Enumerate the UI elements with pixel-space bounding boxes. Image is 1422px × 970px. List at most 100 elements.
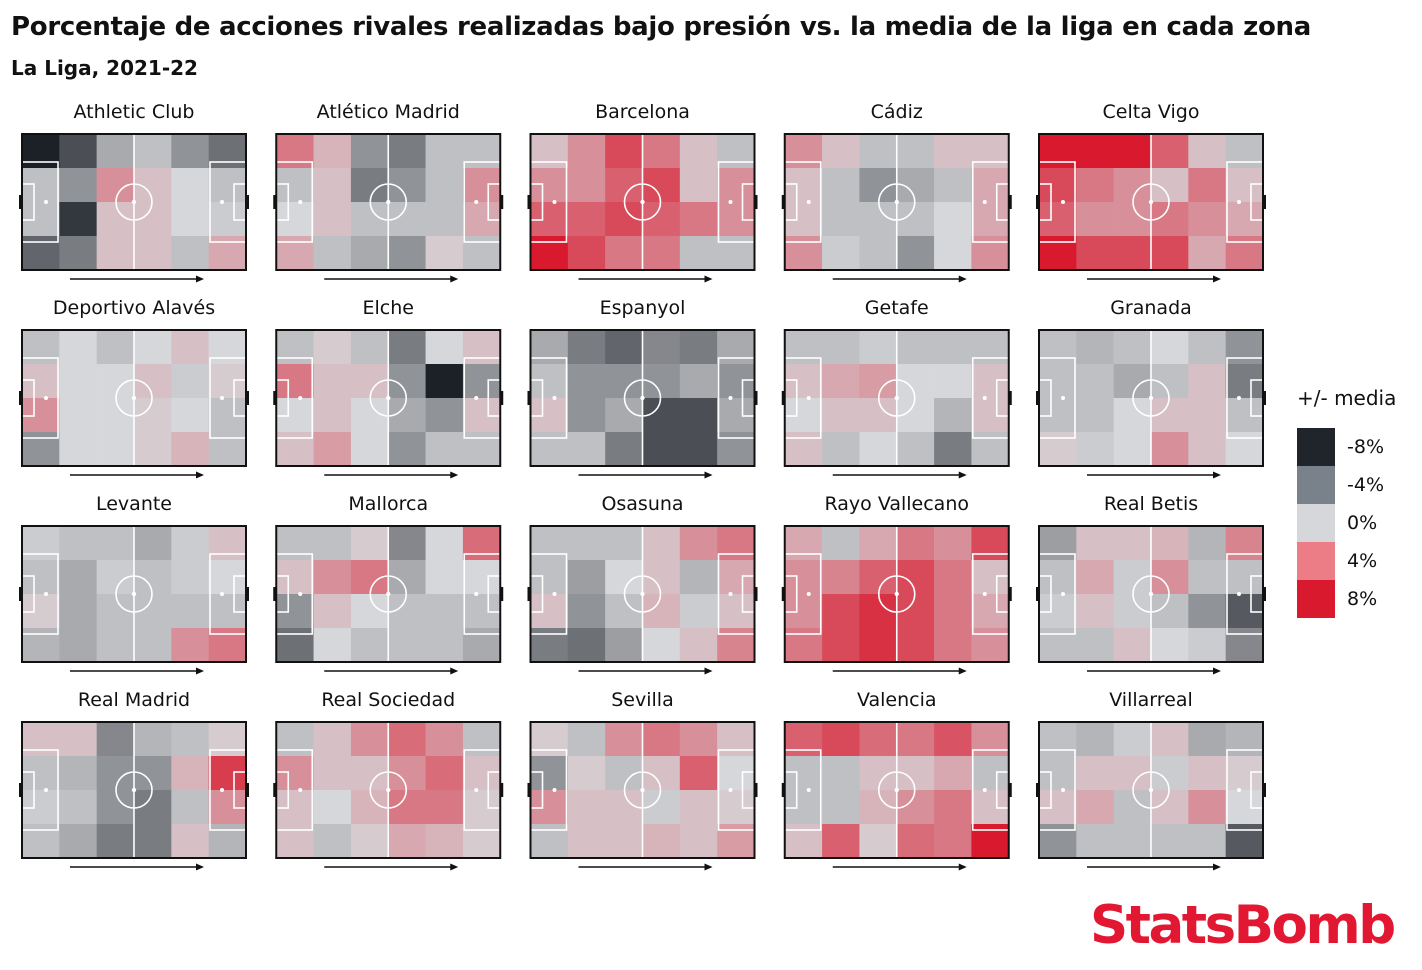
zone-cell (1113, 134, 1152, 169)
goal-left (273, 587, 277, 601)
zone-cell (462, 236, 501, 271)
penalty-spot-right (982, 592, 987, 596)
attack-direction-arrowhead (704, 863, 713, 871)
zone-cell (313, 526, 352, 561)
zone-cell (462, 134, 501, 169)
zone-cell (59, 756, 97, 791)
zone-cell (1151, 526, 1189, 561)
zone-cell (59, 526, 97, 561)
zone-cell (1076, 594, 1114, 629)
goal-right (246, 195, 249, 209)
zone-cell (388, 432, 426, 467)
zone-cell (171, 168, 209, 203)
center-circle (369, 771, 408, 809)
zone-cell (208, 330, 247, 365)
zone-cell (679, 526, 718, 561)
goal-right (1008, 391, 1012, 405)
center-circle (115, 183, 153, 221)
zone-cell (276, 594, 314, 629)
zone-cell (1225, 628, 1264, 663)
zone-cell (350, 526, 389, 561)
penalty-spot-left (298, 788, 303, 792)
zone-cell (96, 722, 135, 757)
zone-cell (1076, 364, 1114, 399)
zone-cell (934, 236, 972, 271)
zone-cell (59, 398, 97, 433)
zone-cell (1113, 236, 1152, 271)
goal-left (19, 587, 22, 601)
goal-left (527, 783, 531, 797)
zone-cell (313, 330, 352, 365)
zone-cell (1039, 790, 1077, 825)
legend-swatch (1297, 428, 1335, 466)
zone-cell (425, 790, 464, 825)
center-circle (623, 183, 662, 221)
zone-cell (313, 628, 352, 663)
zone-cell (934, 398, 972, 433)
zone-cell (350, 330, 389, 365)
zone-cell (134, 628, 172, 663)
penalty-spot-right (474, 788, 479, 792)
zone-cell (313, 790, 352, 825)
zone-cell (896, 628, 935, 663)
zone-cell (208, 628, 247, 663)
zone-cell (642, 526, 681, 561)
zone-cell (208, 526, 247, 561)
legend-item: 4% (1297, 542, 1396, 580)
zone-cell (462, 824, 501, 859)
legend-item: -4% (1297, 466, 1396, 504)
team-panel: Celta Vigo (1036, 101, 1266, 283)
team-name: Sevilla (611, 689, 673, 711)
center-circle (1132, 575, 1170, 613)
penalty-spot-left (44, 200, 48, 204)
zone-cell (1188, 756, 1226, 791)
zone-cell (388, 722, 426, 757)
zone-cell (717, 594, 755, 629)
zone-cell (679, 236, 718, 271)
zone-cell (717, 134, 755, 169)
zone-cell (1039, 756, 1077, 791)
zone-cell (530, 560, 569, 595)
zone-cell (717, 824, 755, 859)
zone-cell (350, 432, 389, 467)
zone-cell (1225, 790, 1264, 825)
zone-cell (605, 236, 643, 271)
zone-cell (59, 432, 97, 467)
zone-cell (822, 790, 860, 825)
center-circle (623, 771, 662, 809)
zone-cell (171, 134, 209, 169)
zone-cell (642, 722, 681, 757)
team-panel: Levante (19, 493, 249, 675)
zone-cell (425, 722, 464, 757)
zone-cell (934, 526, 972, 561)
attack-direction-arrowhead (196, 863, 204, 871)
zone-cell (1188, 432, 1226, 467)
zone-cell (717, 168, 755, 203)
center-circle (115, 575, 153, 613)
zone-cell (567, 236, 606, 271)
zone-cell (22, 330, 60, 365)
team-name: Granada (1110, 297, 1192, 319)
zone-cell (425, 236, 464, 271)
attack-direction-arrowhead (704, 471, 713, 479)
team-name: Athletic Club (74, 101, 195, 123)
zone-cell (276, 628, 314, 663)
zone-cell (1188, 168, 1226, 203)
zone-cell (22, 364, 60, 399)
zone-cell (784, 560, 823, 595)
zone-cell (822, 432, 860, 467)
zone-cell (1076, 134, 1114, 169)
zone-cell (388, 330, 426, 365)
zone-cell (1113, 628, 1152, 663)
goal-left (19, 195, 22, 209)
penalty-spot-left (1061, 396, 1065, 400)
zone-cell (530, 594, 569, 629)
zone-cell (1188, 790, 1226, 825)
goal-left (781, 783, 785, 797)
penalty-spot-left (298, 200, 303, 204)
zone-cell (971, 398, 1010, 433)
zone-cell (171, 790, 209, 825)
zone-cell (859, 628, 898, 663)
goal-left (781, 391, 785, 405)
attack-direction-arrowhead (1213, 863, 1221, 871)
